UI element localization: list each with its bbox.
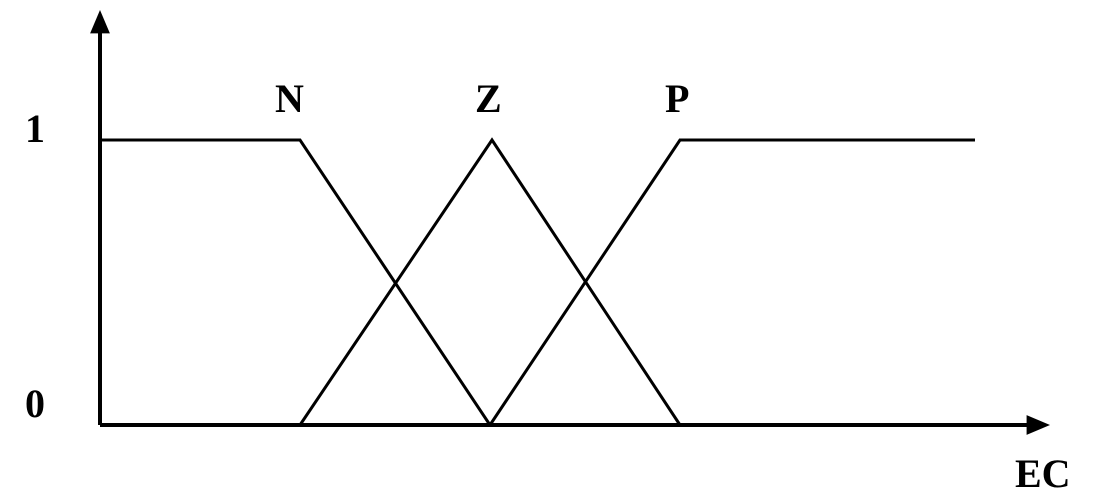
label-n: N bbox=[275, 75, 304, 122]
y-axis-label-1: 1 bbox=[25, 105, 45, 152]
label-z: Z bbox=[475, 75, 502, 122]
x-axis-label: EC bbox=[1015, 450, 1071, 497]
membership-chart: 1 0 EC N Z P bbox=[0, 0, 1103, 503]
chart-svg bbox=[0, 0, 1103, 503]
label-p: P bbox=[665, 75, 689, 122]
y-axis-label-0: 0 bbox=[25, 380, 45, 427]
